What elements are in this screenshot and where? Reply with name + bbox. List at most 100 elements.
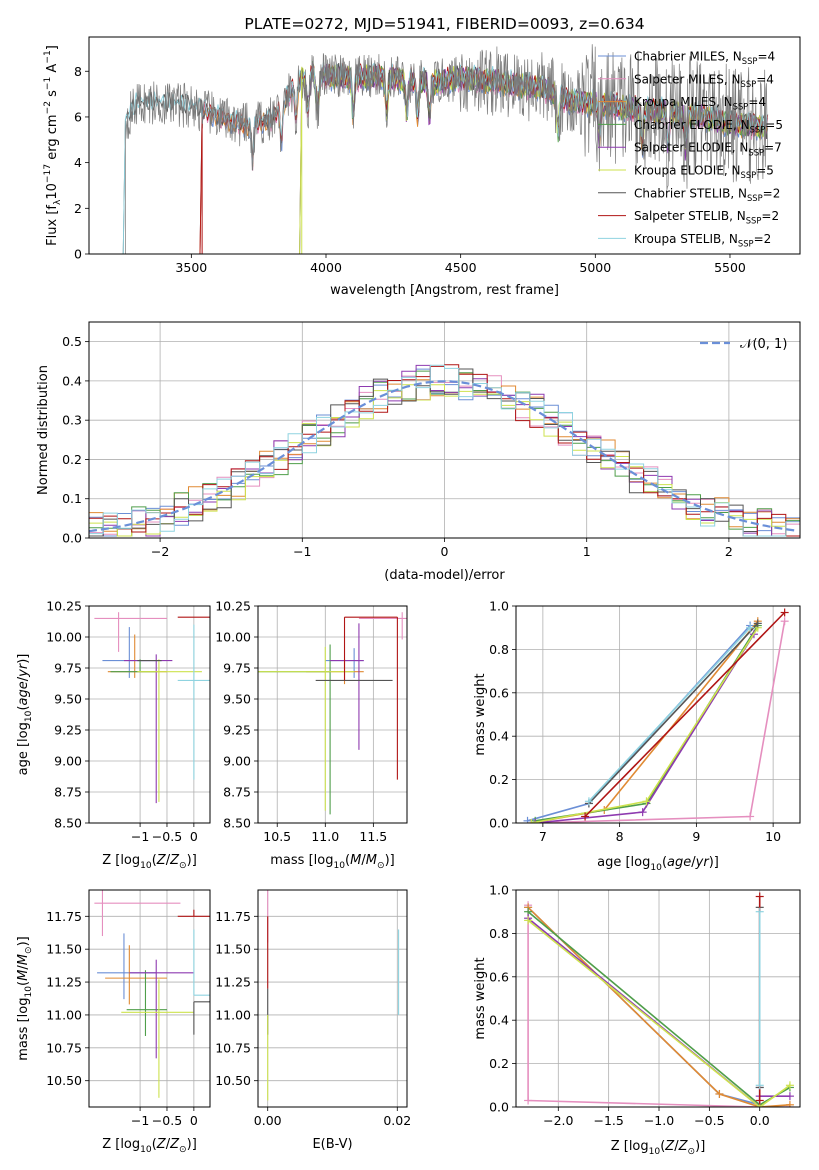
label-part: SSP <box>742 56 758 66</box>
label-part: / <box>16 676 31 681</box>
histogram-kroupa-elodie <box>89 384 800 537</box>
label-part: age [log <box>597 855 650 870</box>
x-tick-label: −0.5 <box>152 1113 182 1128</box>
y-tick-label: 0.0 <box>489 1100 509 1115</box>
y-axis-label: mass weight <box>473 673 488 755</box>
x-tick-label: −0.5 <box>694 1113 724 1128</box>
x-tick-label: 0.00 <box>254 1113 282 1128</box>
age-vs-mass-panel: 10.5 11.0 11.5 8.50 8.75 9.00 9.25 9.50 9.75 10.0… <box>215 599 408 871</box>
spectrum-observed <box>125 44 768 254</box>
label-part: / <box>691 855 696 870</box>
label-part: Normed distribution <box>36 365 51 495</box>
axes-frame <box>257 889 408 1108</box>
series-line-salpeter-stelib <box>584 611 786 818</box>
x-tick-label: 0 <box>441 544 449 559</box>
label-part: 10 <box>649 1147 661 1157</box>
x-tick-label: 0.02 <box>383 1113 411 1128</box>
label-part: age <box>667 855 691 870</box>
y-tick-label: 11.00 <box>215 1007 251 1022</box>
x-tick-label: 5500 <box>714 260 746 275</box>
label-part: yr <box>695 855 711 870</box>
label-part: −1 <box>43 77 53 90</box>
series-line-kroupa-miles <box>531 620 759 823</box>
label-part: M <box>366 853 377 868</box>
x-tick-label: −2 <box>151 544 169 559</box>
label-part: ⊙ <box>377 861 385 871</box>
label-part: Chabrier STELIB, N <box>634 186 747 200</box>
y-tick-label: 10.50 <box>215 1073 251 1088</box>
label-part: Chabrier MILES, N <box>634 50 742 64</box>
x-tick-label: −1.5 <box>593 1113 623 1128</box>
label-part: / <box>166 853 171 868</box>
y-tick-label: 9.00 <box>54 754 82 769</box>
y-tick-label: 9.75 <box>54 661 82 676</box>
y-tick-label: 0.8 <box>489 642 509 657</box>
normal-curve <box>89 380 798 533</box>
label-part: Z <box>664 1139 675 1154</box>
y-tick-label: 8.50 <box>223 816 251 831</box>
x-tick-label: 9 <box>692 829 700 844</box>
label-part: 10 <box>650 863 662 873</box>
legend-label: Salpeter ELODIE, NSSP​=7 <box>634 141 782 158</box>
y-axis-label: Normed distribution <box>36 365 51 495</box>
label-part: Kroupa ELODIE, N <box>634 164 741 178</box>
label-part: =2 <box>763 186 781 200</box>
y-tick-label: 0.2 <box>62 452 82 467</box>
x-tick-label: 0 <box>190 1113 198 1128</box>
y-tick-label: 9.25 <box>223 723 251 738</box>
x-tick-label: 1 <box>583 544 591 559</box>
y-tick-label: 11.25 <box>215 975 251 990</box>
y-axis-label: mass weight <box>473 957 488 1039</box>
label-part: M <box>350 853 361 868</box>
series-line-kroupa-stelib <box>588 627 751 802</box>
label-part: Salpeter ELODIE, N <box>634 141 748 155</box>
y-tick-label: 2 <box>74 201 82 216</box>
label-part: =4 <box>748 95 766 109</box>
y-tick-label: 10.00 <box>215 630 251 645</box>
y-axis-label: Flux [fλ​10−17​ erg cm−2​ s−1​ A−1​] <box>43 45 63 246</box>
label-part: s <box>45 90 60 101</box>
x-axis-label: Z [log10​(Z/Z⊙​)] <box>102 853 197 871</box>
plot-area <box>89 364 800 537</box>
label-part: age <box>16 681 31 705</box>
axes-frame <box>88 36 801 255</box>
label-part: −17 <box>43 164 53 183</box>
y-tick-label: 11.50 <box>215 942 251 957</box>
histogram-chabrier-stelib <box>89 368 800 537</box>
label-part: ( <box>152 1137 157 1152</box>
legend-label: Kroupa MILES, NSSP​=4 <box>634 95 766 112</box>
age-vs-metallicity-panel: −1 −0.5 0 8.50 8.75 9.00 9.25 9.50 9.75 10.00 10.2… <box>16 599 211 871</box>
label-part: / <box>166 1137 171 1152</box>
x-axis-label: mass [log10​(M/M⊙​)] <box>270 853 394 871</box>
y-tick-label: 0.1 <box>62 491 82 506</box>
y-tick-label: 1.0 <box>489 599 509 614</box>
y-tick-label: 0.2 <box>489 772 509 787</box>
y-tick-label: 0.4 <box>489 1013 509 1028</box>
label-part: 10 <box>24 710 34 722</box>
y-tick-label: 11.50 <box>46 942 82 957</box>
label-part: Z <box>169 853 180 868</box>
axes-frame <box>515 605 801 824</box>
label-part: Z <box>169 1137 180 1152</box>
label-part: Z [log <box>102 853 140 868</box>
label-part: Z <box>156 853 167 868</box>
mass-vs-ebv-panel: 0.00 0.02 10.50 10.75 11.00 11.25 11.50 11.75 E(… <box>215 889 411 1152</box>
label-part: Kroupa STELIB, N <box>634 232 738 246</box>
x-tick-label: −1 <box>131 829 149 844</box>
label-part: =5 <box>765 118 783 132</box>
label-part: 10 <box>333 861 345 871</box>
label-part: Flux [f <box>45 205 60 246</box>
x-axis-label: E(B-V) <box>312 1137 352 1152</box>
label-part: =2 <box>761 209 779 223</box>
figure-title: PLATE=0272, MJD=51941, FIBERID=0093, z=0… <box>244 15 644 33</box>
x-tick-label: −2.0 <box>543 1113 573 1128</box>
y-tick-label: 10.75 <box>215 1040 251 1055</box>
y-tick-label: 0.4 <box>489 729 509 744</box>
label-part: mass weight <box>473 673 488 755</box>
y-tick-label: 8.75 <box>54 785 82 800</box>
label-part: ( <box>152 853 157 868</box>
x-tick-label: 4500 <box>445 260 477 275</box>
spectrum-panel: 3500 4000 4500 5000 5500 0 2 4 6 8 wavelength [Ang… <box>43 36 801 298</box>
x-tick-label: −1 <box>293 544 311 559</box>
